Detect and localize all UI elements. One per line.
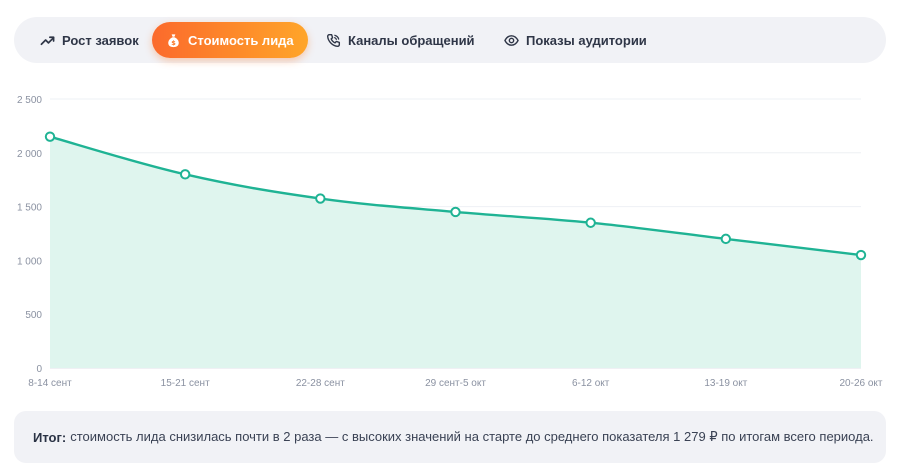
- data-point: [315, 193, 326, 204]
- x-tick-label: 20-26 окт: [840, 378, 883, 389]
- eye-icon: [504, 33, 519, 48]
- chart-points: [44, 131, 867, 261]
- area-fill: [50, 136, 861, 368]
- y-tick-label: 2 500: [17, 95, 42, 106]
- x-tick-label: 13-19 окт: [704, 378, 747, 389]
- tab-lead-growth[interactable]: Рост заявок: [26, 22, 153, 58]
- x-tick-label: 29 сент-5 окт: [425, 378, 486, 389]
- tab-bar: Рост заявок $ Стоимость лида Каналы обра…: [14, 17, 886, 63]
- tab-label: Рост заявок: [62, 32, 139, 48]
- tab-label: Стоимость лида: [188, 32, 294, 48]
- money-bag-icon: $: [166, 33, 181, 48]
- summary-box: Итог: стоимость лида снизилась почти в 2…: [14, 411, 886, 463]
- data-point: [44, 131, 56, 142]
- y-tick-label: 2 000: [17, 149, 42, 160]
- data-point: [179, 169, 191, 180]
- svg-text:$: $: [171, 38, 176, 46]
- data-point: [720, 233, 732, 245]
- y-axis-ticks: 0 500 1 000 1 500 2 000 2 500: [17, 95, 42, 375]
- data-point: [450, 206, 461, 218]
- summary-lead: Итог:: [33, 429, 67, 445]
- chart-area: [48, 135, 863, 368]
- tab-audience-impressions[interactable]: Показы аудитории: [490, 22, 661, 58]
- x-tick-label: 22-28 сент: [296, 378, 345, 389]
- tab-label: Каналы обращений: [348, 32, 475, 48]
- tab-lead-cost[interactable]: $ Стоимость лида: [152, 22, 308, 58]
- x-tick-label: 15-21 сент: [161, 378, 210, 389]
- x-tick-label: 8-14 сент: [28, 378, 72, 389]
- tab-contact-channels[interactable]: Каналы обращений: [312, 22, 489, 58]
- data-point: [855, 249, 867, 261]
- phone-icon: [326, 33, 341, 48]
- y-tick-label: 0: [36, 364, 42, 375]
- tab-label: Показы аудитории: [526, 32, 647, 48]
- lead-cost-chart: 0 500 1 000 1 500 2 000 2 500 8-14 сент 15-21 …: [17, 95, 883, 389]
- trending-up-icon: [40, 33, 55, 48]
- data-point: [585, 217, 596, 228]
- x-tick-label: 6-12 окт: [572, 378, 610, 389]
- y-tick-label: 1 000: [17, 256, 42, 267]
- summary-text: стоимость лида снизилась почти в 2 раза …: [70, 429, 874, 444]
- x-axis-ticks: 8-14 сент 15-21 сент 22-28 сент 29 сент-5 о…: [28, 378, 883, 389]
- y-tick-label: 500: [25, 310, 42, 321]
- y-tick-label: 1 500: [17, 203, 42, 214]
